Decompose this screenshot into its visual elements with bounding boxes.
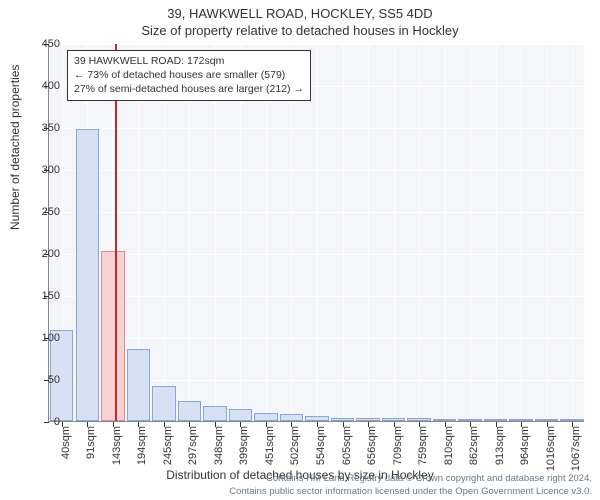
bar <box>407 418 430 421</box>
xtick-label: 605sqm <box>341 426 353 465</box>
gridline-v <box>470 44 471 421</box>
xtick-label: 656sqm <box>366 426 378 465</box>
gridline-v <box>419 44 420 421</box>
ytick-label: 350 <box>30 122 60 134</box>
y-axis-label: Number of detached properties <box>8 65 22 230</box>
xtick-label: 502sqm <box>289 426 301 465</box>
ytick-label: 200 <box>30 248 60 260</box>
bar <box>356 418 379 421</box>
bar <box>127 349 150 421</box>
gridline-v <box>572 44 573 421</box>
xtick-label: 1067sqm <box>570 426 582 471</box>
bar <box>254 413 277 421</box>
bar <box>458 419 481 421</box>
ytick-label: 150 <box>30 290 60 302</box>
page-subtitle: Size of property relative to detached ho… <box>0 23 600 38</box>
gridline-v <box>368 44 369 421</box>
footer-line-2: Contains public sector information licen… <box>0 486 592 498</box>
marker-line <box>115 44 117 421</box>
bar <box>203 406 226 421</box>
footer-line-1: Contains HM Land Registry data © Crown c… <box>0 473 592 485</box>
xtick-label: 399sqm <box>238 426 250 465</box>
xtick-label: 40sqm <box>60 426 72 459</box>
annotation-line: 27% of semi-detached houses are larger (… <box>74 82 304 96</box>
bar <box>560 419 583 421</box>
xtick-label: 862sqm <box>468 426 480 465</box>
gridline-v <box>164 44 165 421</box>
gridline-v <box>343 44 344 421</box>
bar <box>382 418 405 421</box>
ytick-label: 300 <box>30 164 60 176</box>
gridline-v <box>317 44 318 421</box>
gridline-v <box>521 44 522 421</box>
ytick-label: 0 <box>30 416 60 428</box>
plot-region: 40sqm91sqm143sqm194sqm245sqm297sqm348sqm… <box>48 44 584 422</box>
bar <box>101 251 124 421</box>
chart-area: 40sqm91sqm143sqm194sqm245sqm297sqm348sqm… <box>48 44 584 422</box>
xtick-label: 759sqm <box>417 426 429 465</box>
xtick-label: 964sqm <box>519 426 531 465</box>
gridline-v <box>189 44 190 421</box>
ytick-label: 50 <box>30 374 60 386</box>
bar <box>509 419 532 421</box>
bar <box>484 419 507 421</box>
bar <box>152 386 175 421</box>
xtick-label: 810sqm <box>443 426 455 465</box>
gridline-v <box>445 44 446 421</box>
gridline-v <box>547 44 548 421</box>
bar <box>229 409 252 421</box>
ytick-label: 250 <box>30 206 60 218</box>
footer-attribution: Contains HM Land Registry data © Crown c… <box>0 473 600 498</box>
xtick-label: 194sqm <box>136 426 148 465</box>
xtick-label: 245sqm <box>162 426 174 465</box>
xtick-label: 143sqm <box>111 426 123 465</box>
annotation-line: 39 HAWKWELL ROAD: 172sqm <box>74 54 304 68</box>
xtick-label: 554sqm <box>315 426 327 465</box>
bar <box>76 129 99 421</box>
gridline-v <box>240 44 241 421</box>
xtick-label: 451sqm <box>264 426 276 465</box>
xtick-label: 348sqm <box>213 426 225 465</box>
xtick-label: 913sqm <box>494 426 506 465</box>
xtick-label: 297sqm <box>187 426 199 465</box>
ytick-label: 400 <box>30 80 60 92</box>
bar <box>535 419 558 421</box>
bar <box>331 418 354 421</box>
gridline-v <box>266 44 267 421</box>
ytick-label: 100 <box>30 332 60 344</box>
bar <box>305 416 328 421</box>
ytick-label: 450 <box>30 38 60 50</box>
annotation-box: 39 HAWKWELL ROAD: 172sqm← 73% of detache… <box>67 50 311 101</box>
page-title: 39, HAWKWELL ROAD, HOCKLEY, SS5 4DD <box>0 6 600 21</box>
xtick-label: 91sqm <box>85 426 97 459</box>
annotation-line: ← 73% of detached houses are smaller (57… <box>74 68 304 82</box>
gridline-v <box>394 44 395 421</box>
gridline-v <box>496 44 497 421</box>
xtick-label: 1016sqm <box>545 426 557 471</box>
bar <box>433 419 456 421</box>
xtick-label: 709sqm <box>392 426 404 465</box>
gridline-v <box>215 44 216 421</box>
bar <box>280 414 303 421</box>
gridline-v <box>291 44 292 421</box>
bar <box>178 401 201 421</box>
